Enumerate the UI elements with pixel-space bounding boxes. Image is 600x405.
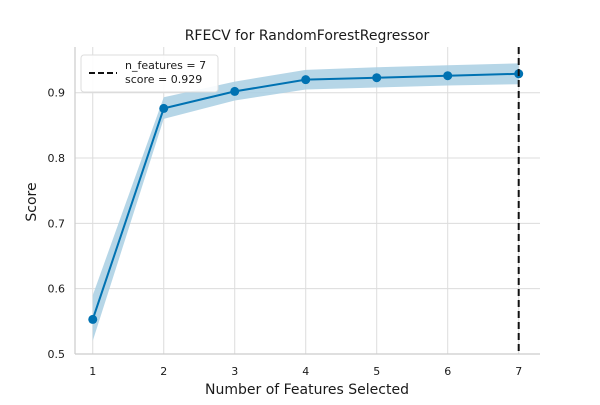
x-axis-label: Number of Features Selected xyxy=(205,382,409,398)
y-tick-label-0.6: 0.6 xyxy=(48,283,66,296)
x-tick-label-4: 4 xyxy=(302,365,309,378)
y-tick-label-0.5: 0.5 xyxy=(48,348,66,361)
y-axis-label: Score xyxy=(24,182,40,221)
score-point-3 xyxy=(230,86,240,96)
chart-title: RFECV for RandomForestRegressor xyxy=(185,28,430,44)
y-tick-label-0.8: 0.8 xyxy=(48,152,66,165)
x-tick-labels: 1 2 3 4 5 6 7 xyxy=(89,365,522,378)
x-tick-label-3: 3 xyxy=(231,365,238,378)
y-tick-label-0.7: 0.7 xyxy=(48,217,66,230)
legend-score: score = 0.929 xyxy=(125,73,202,86)
score-point-2 xyxy=(159,103,169,113)
x-tick-label-7: 7 xyxy=(515,365,522,378)
y-tick-label-0.9: 0.9 xyxy=(48,87,66,100)
y-tick-labels: 0.5 0.6 0.7 0.8 0.9 xyxy=(48,87,66,361)
x-tick-label-6: 6 xyxy=(444,365,451,378)
x-tick-label-5: 5 xyxy=(373,365,380,378)
score-point-5 xyxy=(372,73,382,83)
axes xyxy=(74,47,540,355)
score-point-1 xyxy=(88,314,98,324)
score-point-4 xyxy=(301,75,311,85)
x-tick-label-2: 2 xyxy=(160,365,167,378)
legend-box xyxy=(80,54,219,93)
x-tick-label-1: 1 xyxy=(89,365,96,378)
legend: n_features = 7 score = 0.929 xyxy=(80,54,219,93)
legend-n-features: n_features = 7 xyxy=(125,59,206,72)
score-point-6 xyxy=(443,71,453,81)
